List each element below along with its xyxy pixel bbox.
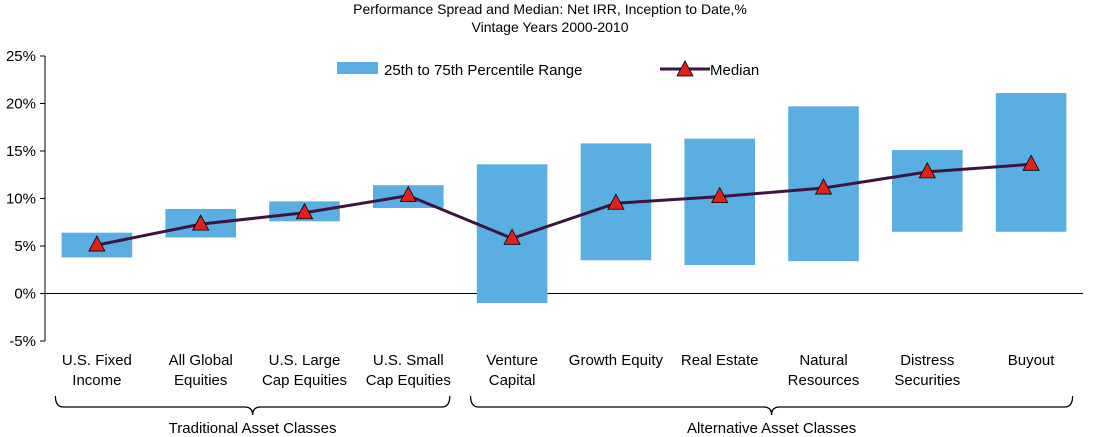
x-axis-categories: U.S. Fixed Income All Global Equities U.S. L… [62, 352, 1055, 389]
chart-title: Performance Spread and Median: Net IRR, … [353, 1, 747, 17]
y-axis: 25% 20% 15% 10% 5% 0% -5% [6, 48, 1083, 350]
median-marker [295, 202, 314, 220]
category-label: Growth Equity [569, 352, 664, 369]
median-series [88, 154, 1040, 252]
category-label: Distress [900, 352, 954, 369]
group-brace [54, 395, 451, 416]
category-label: Real Estate [681, 352, 759, 369]
category-label: Cap Equities [366, 372, 451, 389]
group-label: Traditional Asset Classes [169, 420, 337, 437]
category-label: Equities [174, 372, 227, 389]
category-label: U.S. Small [373, 352, 444, 369]
category-label: Venture [486, 352, 538, 369]
median-line [96, 162, 1032, 247]
category-label: All Global [169, 352, 233, 369]
category-label: Cap Equities [262, 372, 347, 389]
category-label: U.S. Fixed [62, 352, 132, 369]
median-marker [88, 235, 106, 252]
y-tick-label: -5% [9, 333, 36, 350]
median-marker [399, 185, 417, 203]
median-marker [918, 162, 936, 179]
y-tick-label: 15% [6, 143, 36, 160]
median-marker [711, 186, 729, 204]
category-label: Resources [788, 372, 860, 389]
group-label: Alternative Asset Classes [687, 420, 856, 437]
median-marker [814, 178, 833, 195]
legend-median-marker [676, 60, 694, 77]
chart-subtitle: Vintage Years 2000-2010 [472, 19, 629, 35]
y-tick-label: 10% [6, 191, 36, 208]
category-groups: Traditional Asset Classes Alternative Ass… [54, 395, 1074, 437]
y-tick-label: 5% [14, 238, 36, 255]
median-marker [607, 193, 625, 210]
category-label: Buyout [1008, 352, 1056, 369]
median-marker [1022, 154, 1040, 171]
category-label: Natural [799, 352, 847, 369]
category-label: U.S. Large [269, 352, 341, 369]
category-label: Capital [489, 372, 536, 389]
legend-range-swatch [337, 62, 378, 74]
legend-range-label: 25th to 75th Percentile Range [384, 62, 582, 79]
y-tick-label: 25% [6, 48, 36, 65]
y-tick-label: 20% [6, 96, 36, 113]
category-label: Income [72, 372, 121, 389]
median-marker [503, 228, 521, 245]
range-bars [61, 93, 1067, 303]
legend-median-label: Median [710, 62, 759, 79]
median-marker [192, 214, 210, 231]
y-tick-label: 0% [14, 286, 36, 303]
group-brace [469, 395, 1074, 416]
legend: 25th to 75th Percentile Range Median [337, 60, 759, 79]
category-label: Securities [894, 372, 960, 389]
